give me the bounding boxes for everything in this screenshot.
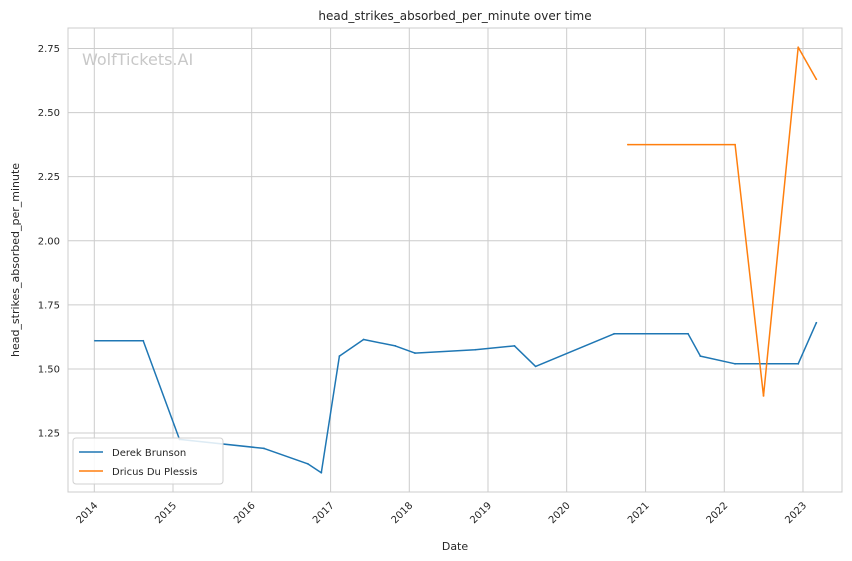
data-point-derek-brunson <box>413 352 416 354</box>
data-point-derek-brunson <box>699 355 702 358</box>
data-point-dricus-du-plessis <box>797 46 800 49</box>
data-point-derek-brunson <box>362 338 365 341</box>
x-tick-label: 2014 <box>75 500 101 526</box>
plot-area <box>68 28 842 492</box>
x-tick-label: 2015 <box>153 500 179 526</box>
grid-lines <box>68 28 842 492</box>
x-tick-label: 2016 <box>232 500 258 526</box>
data-point-derek-brunson <box>142 339 145 342</box>
data-point-derek-brunson <box>394 344 397 347</box>
x-axis-label: Date <box>442 540 469 553</box>
data-point-dricus-du-plessis <box>627 143 629 146</box>
y-tick-label: 1.75 <box>38 300 60 311</box>
data-point-dricus-du-plessis <box>734 143 736 146</box>
y-tick-labels: 1.25 1.50 1.75 2.00 2.25 2.50 2.75 <box>38 44 60 440</box>
y-axis-label: head_strikes_absorbed_per_minute <box>9 163 22 357</box>
plot-frame <box>67 27 843 493</box>
data-point-derek-brunson <box>306 462 309 465</box>
data-point-derek-brunson <box>338 355 341 358</box>
data-point-derek-brunson <box>513 344 516 347</box>
data-point-derek-brunson <box>534 365 537 368</box>
watermark: WolfTickets.AI <box>82 50 193 69</box>
x-tick-label: 2022 <box>705 500 731 526</box>
chart-title: head_strikes_absorbed_per_minute over ti… <box>318 9 591 23</box>
data-point-derek-brunson <box>263 447 265 450</box>
legend-box <box>72 437 224 485</box>
legend: Derek Brunson Dricus Du Plessis <box>72 437 224 485</box>
legend-label-dricus-du-plessis: Dricus Du Plessis <box>112 467 197 478</box>
data-point-derek-brunson <box>734 362 736 365</box>
data-point-derek-brunson <box>94 339 96 342</box>
y-tick-label: 1.50 <box>38 364 60 375</box>
y-tick-label: 2.50 <box>38 108 60 119</box>
data-point-derek-brunson <box>687 332 689 335</box>
y-tick-label: 2.00 <box>38 236 60 247</box>
y-tick-label: 2.25 <box>38 172 60 183</box>
data-point-dricus-du-plessis <box>762 394 765 397</box>
y-tick-label: 2.75 <box>38 44 60 55</box>
x-tick-label: 2023 <box>783 500 809 526</box>
data-point-derek-brunson <box>613 332 616 335</box>
y-tick-label: 1.25 <box>38 429 60 440</box>
x-tick-labels: 2014 2015 2016 2017 2018 2019 2020 2021 2022 2023 <box>75 500 809 526</box>
x-tick-label: 2020 <box>547 500 573 526</box>
data-point-dricus-du-plessis <box>815 78 818 81</box>
x-tick-label: 2019 <box>468 500 494 526</box>
x-tick-label: 2017 <box>311 500 337 526</box>
x-tick-label: 2021 <box>626 500 652 526</box>
data-point-derek-brunson <box>797 362 800 365</box>
legend-label-derek-brunson: Derek Brunson <box>112 448 186 459</box>
data-point-derek-brunson <box>815 321 818 324</box>
data-point-derek-brunson <box>474 348 477 351</box>
x-tick-label: 2018 <box>390 500 416 526</box>
data-point-derek-brunson <box>320 471 323 474</box>
